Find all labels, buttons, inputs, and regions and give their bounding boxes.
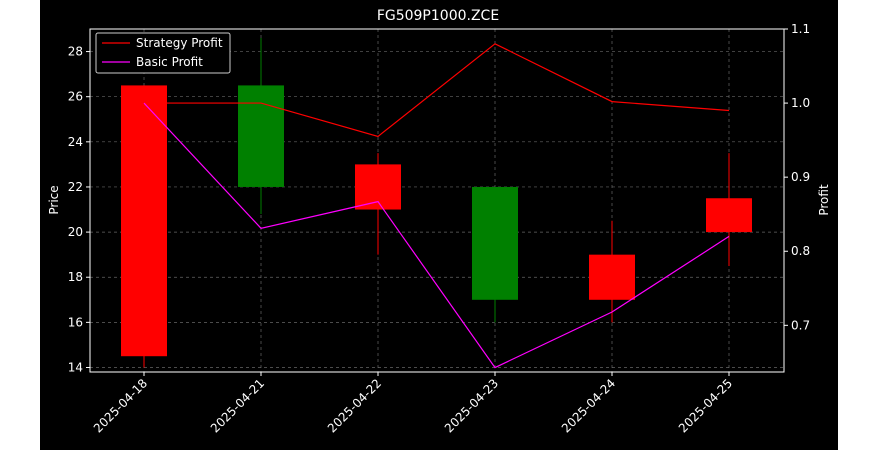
left-tick-label: 28 <box>68 45 83 59</box>
right-tick-label: 0.9 <box>791 170 810 184</box>
right-tick-label: 0.7 <box>791 318 810 332</box>
right-tick-label: 1.0 <box>791 96 810 110</box>
profit-lines <box>143 43 730 369</box>
right-tick-label: 0.8 <box>791 244 810 258</box>
left-axis-ticks: 14 16 18 20 22 24 26 28 <box>68 45 90 374</box>
left-tick-label: 14 <box>68 360 83 374</box>
legend-label-strategy-profit: Strategy Profit <box>136 36 223 50</box>
x-axis-ticks: 2025-04-18 2025-04-21 2025-04-22 2025-04-23… <box>91 372 735 435</box>
left-tick-label: 18 <box>68 270 83 284</box>
candle-body-down <box>121 85 167 357</box>
candle-body-down <box>589 254 635 300</box>
x-tick-label: 2025-04-23 <box>442 376 501 435</box>
left-tick-label: 24 <box>68 135 83 149</box>
y-axis-label-left: Price <box>47 185 61 214</box>
chart-figure: FG509P1000.ZCE 14 16 18 20 22 24 26 28 0.7 0.8 0.… <box>40 0 838 450</box>
x-tick-label: 2025-04-18 <box>91 376 150 435</box>
y-axis-label-right: Profit <box>817 184 831 216</box>
candles <box>121 38 752 368</box>
candle-body-down <box>706 198 752 233</box>
candle-body-up <box>472 186 518 300</box>
right-axis-ticks: 0.7 0.8 0.9 1.0 1.1 <box>784 22 810 332</box>
left-tick-label: 16 <box>68 315 83 329</box>
series-line-basic-profit <box>143 102 730 369</box>
left-tick-label: 20 <box>68 225 83 239</box>
grid-lines <box>90 29 784 372</box>
x-tick-label: 2025-04-24 <box>559 376 618 435</box>
chart-title: FG509P1000.ZCE <box>377 8 499 24</box>
right-tick-label: 1.1 <box>791 22 810 36</box>
series-line-strategy-profit <box>144 43 730 138</box>
x-tick-label: 2025-04-25 <box>676 376 735 435</box>
legend: Strategy Profit Basic Profit <box>95 32 231 74</box>
plot-frame <box>89 28 785 373</box>
candle-body-up <box>238 85 284 187</box>
left-tick-label: 22 <box>68 180 83 194</box>
x-tick-label: 2025-04-21 <box>208 376 267 435</box>
candle-body-down <box>355 164 401 210</box>
x-tick-label: 2025-04-22 <box>325 376 384 435</box>
legend-label-basic-profit: Basic Profit <box>136 55 203 69</box>
left-tick-label: 26 <box>68 90 83 104</box>
